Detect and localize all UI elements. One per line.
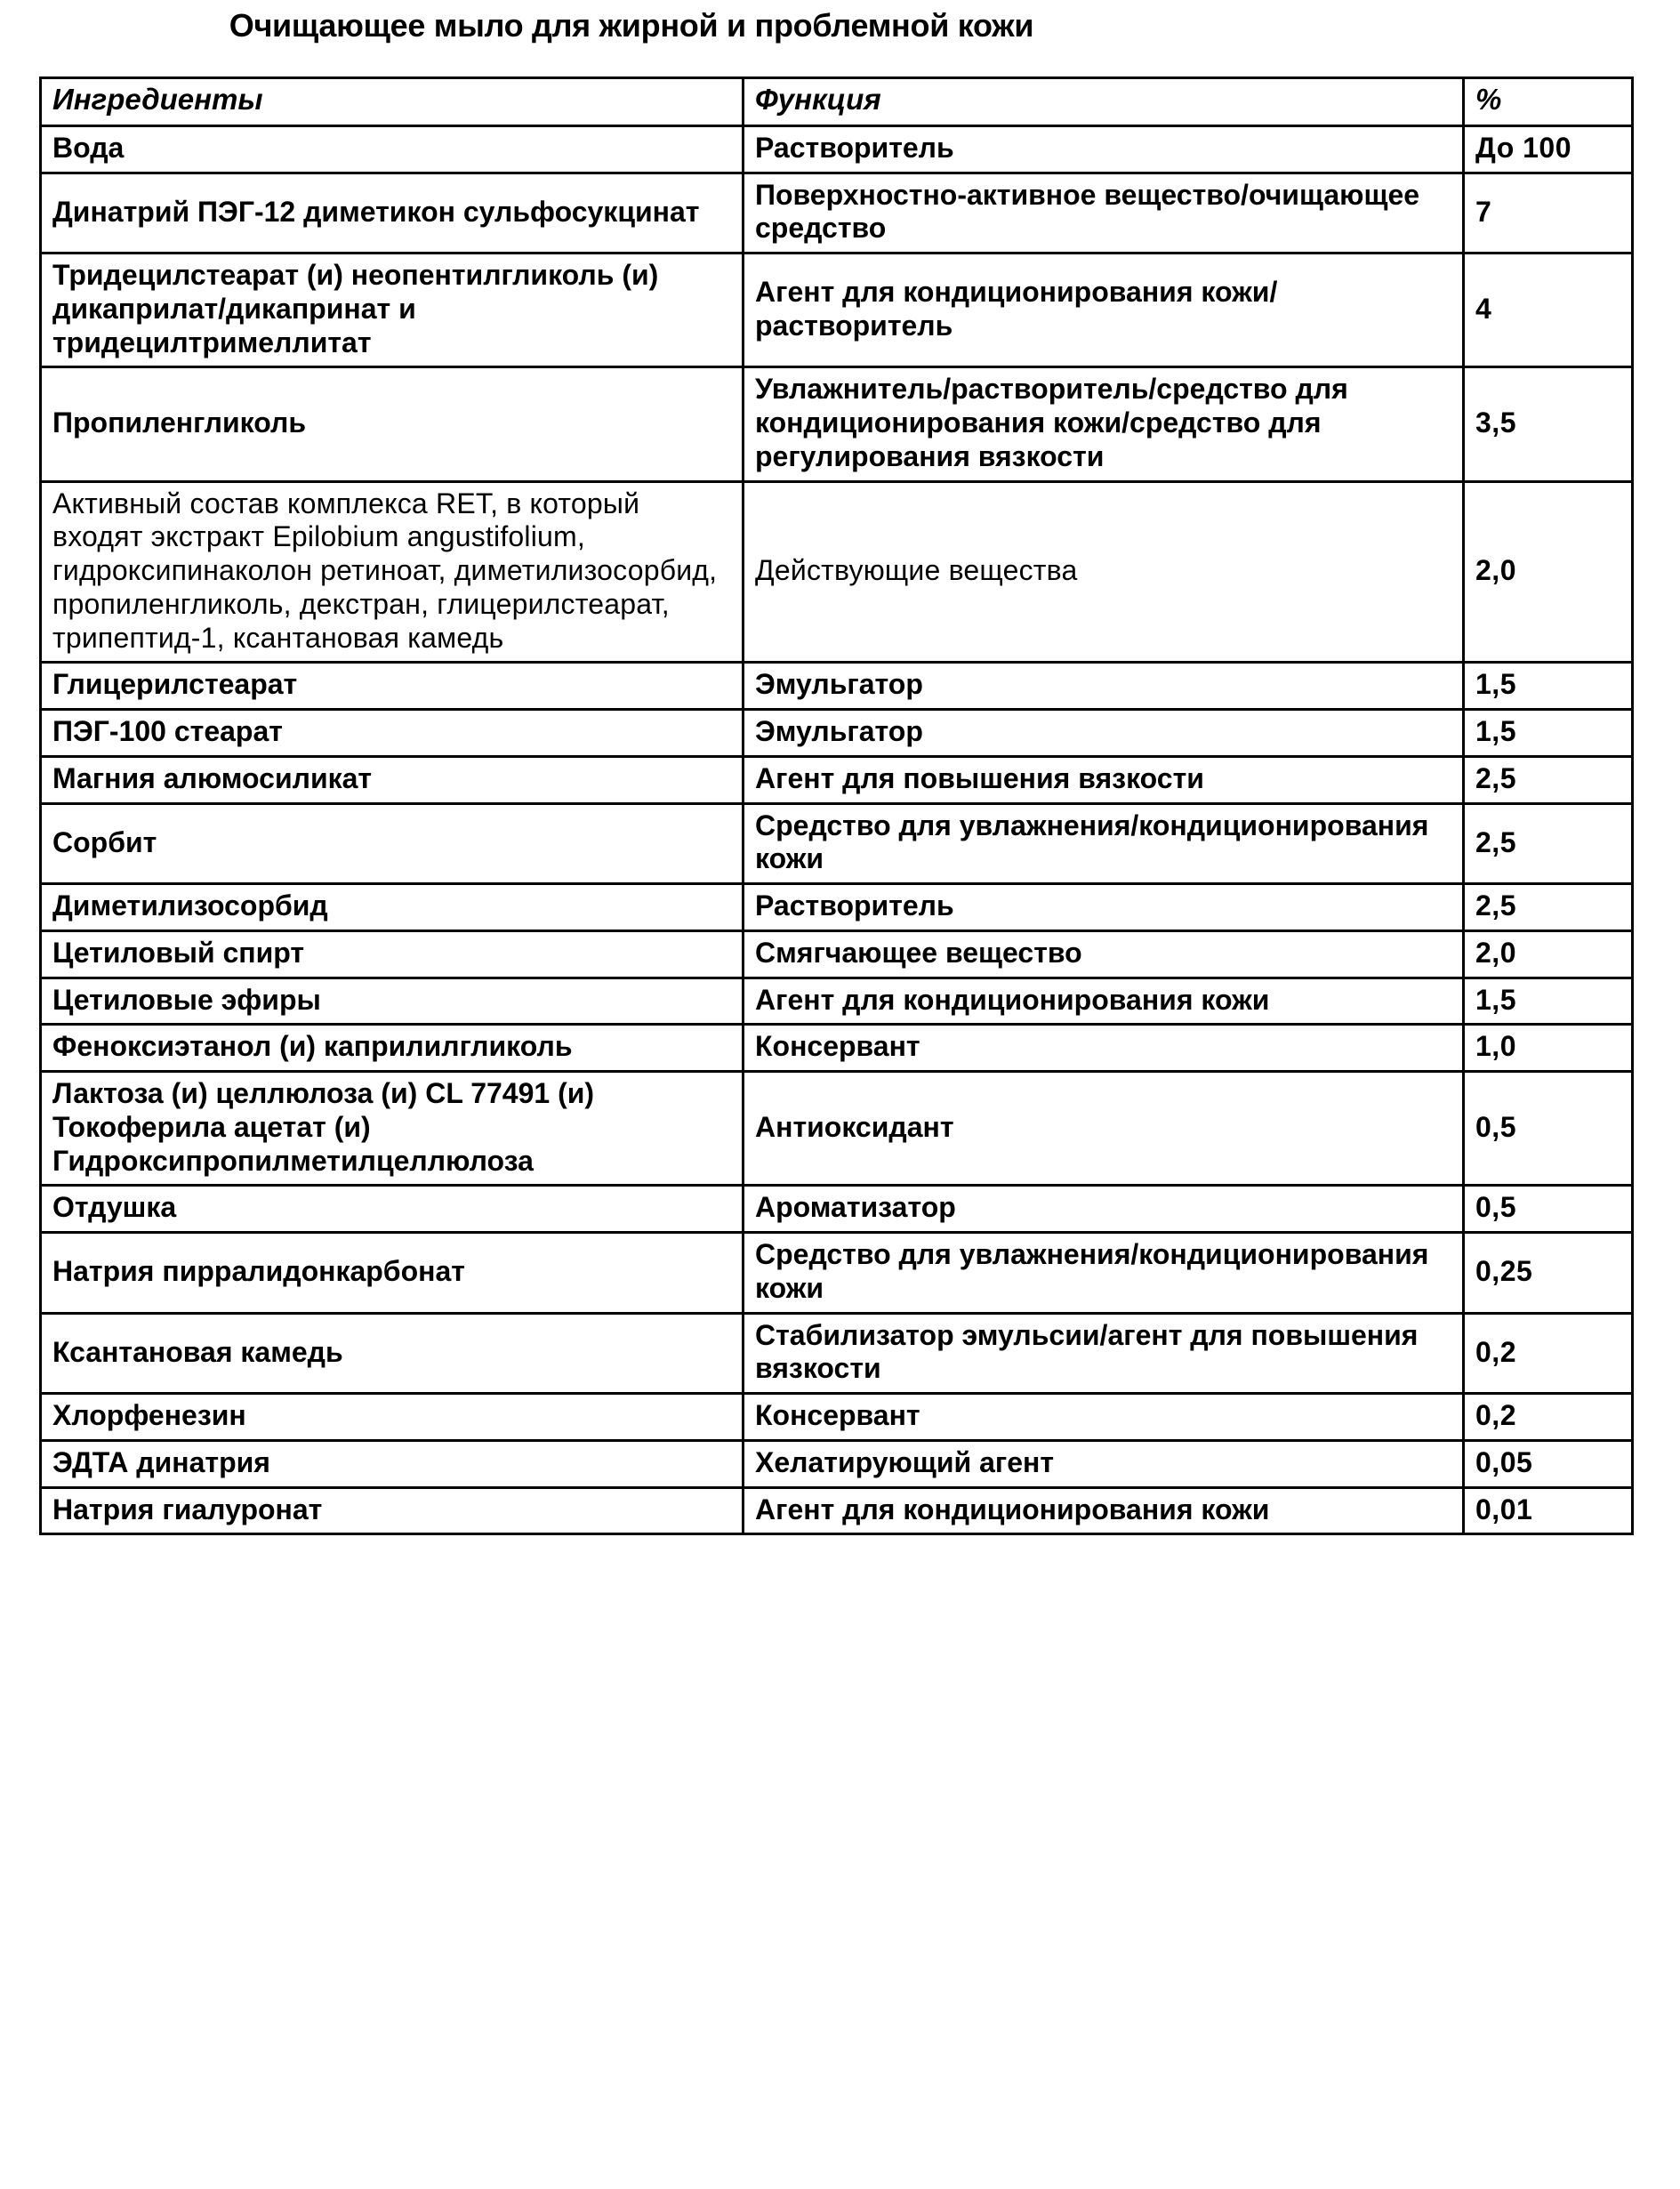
cell-ingredient: Активный состав комплекса RET, в который… (39, 479, 744, 664)
column-header-function: Функция (742, 76, 1465, 127)
cell-ingredient: Диметилизосорбид (39, 882, 744, 932)
cell-percent: 7 (1462, 171, 1634, 255)
cell-ingredient: Сорбит (39, 801, 744, 886)
cell-ingredient: Глицерилстеарат (39, 661, 744, 712)
cell-percent: 3,5 (1462, 366, 1634, 483)
cell-function: Растворитель (742, 124, 1465, 174)
cell-percent: 0,05 (1462, 1438, 1634, 1489)
cell-ingredient: ЭДТА динатрия (39, 1438, 744, 1489)
table-row: Тридецилстеарат (и) неопентилгликоль (и)… (39, 252, 1634, 369)
cell-function: Эмульгатор (742, 661, 1465, 712)
table-row: ЭДТА динатрия Хелатирующий агент 0,05 (39, 1438, 1634, 1489)
cell-ingredient: Пропиленгликоль (39, 366, 744, 483)
table-row: Феноксиэтанол (и) каприлилгликоль Консер… (39, 1023, 1634, 1074)
cell-ingredient: Хлорфенезин (39, 1392, 744, 1442)
cell-function: Агент для повышения вязкости (742, 754, 1465, 805)
cell-function: Растворитель (742, 882, 1465, 932)
table-row: Натрия гиалуронат Агент для кондициониро… (39, 1485, 1634, 1536)
cell-function: Ароматизатор (742, 1184, 1465, 1235)
table-row: Цетиловый спирт Смягчающее вещество 2,0 (39, 929, 1634, 979)
table-header-row: Ингредиенты Функция % (39, 76, 1634, 127)
formulation-table: Ингредиенты Функция % Вода Растворитель … (39, 76, 1634, 1536)
table-header: Ингредиенты Функция % (39, 76, 1634, 127)
column-header-ingredients: Ингредиенты (39, 76, 744, 127)
cell-ingredient: Лактоза (и) целлюлоза (и) CL 77491 (и) Т… (39, 1070, 744, 1187)
cell-percent: 2,5 (1462, 801, 1634, 886)
table-row: Хлорфенезин Консервант 0,2 (39, 1392, 1634, 1442)
cell-percent: 4 (1462, 252, 1634, 369)
cell-function: Эмульгатор (742, 708, 1465, 758)
table-row: Вода Растворитель До 100 (39, 124, 1634, 174)
cell-ingredient: Тридецилстеарат (и) неопентилгликоль (и)… (39, 252, 744, 369)
cell-ingredient: Магния алюмосиликат (39, 754, 744, 805)
page-title: Очищающее мыло для жирной и проблемной к… (229, 7, 1034, 44)
column-header-percent: % (1462, 76, 1634, 127)
cell-ingredient: Натрия гиалуронат (39, 1485, 744, 1536)
cell-function: Средство для увлажнения/кондиционировани… (742, 1231, 1465, 1315)
cell-percent: 0,5 (1462, 1070, 1634, 1187)
table-row: Активный состав комплекса RET, в который… (39, 479, 1634, 664)
table-row: Отдушка Ароматизатор 0,5 (39, 1184, 1634, 1235)
table-row: Ксантановая камедь Стабилизатор эмульсии… (39, 1311, 1634, 1396)
table-row: Глицерилстеарат Эмульгатор 1,5 (39, 661, 1634, 712)
cell-ingredient: Феноксиэтанол (и) каприлилгликоль (39, 1023, 744, 1074)
cell-ingredient: Цетиловый спирт (39, 929, 744, 979)
cell-percent: 2,0 (1462, 479, 1634, 664)
cell-function: Консервант (742, 1023, 1465, 1074)
cell-percent: 0,25 (1462, 1231, 1634, 1315)
cell-ingredient: Цетиловые эфиры (39, 976, 744, 1026)
cell-percent: 2,0 (1462, 929, 1634, 979)
cell-ingredient: Вода (39, 124, 744, 174)
cell-percent: 1,5 (1462, 708, 1634, 758)
cell-function: Увлажнитель/растворитель/средство для ко… (742, 366, 1465, 483)
cell-function: Средство для увлажнения/кондиционировани… (742, 801, 1465, 886)
cell-function: Антиоксидант (742, 1070, 1465, 1187)
cell-percent: 2,5 (1462, 754, 1634, 805)
cell-percent: 2,5 (1462, 882, 1634, 932)
cell-ingredient: Динатрий ПЭГ-12 диметикон сульфосукцинат (39, 171, 744, 255)
cell-percent: 1,0 (1462, 1023, 1634, 1074)
cell-ingredient: Ксантановая камедь (39, 1311, 744, 1396)
cell-ingredient: ПЭГ-100 стеарат (39, 708, 744, 758)
table-row: Сорбит Средство для увлажнения/кондицион… (39, 801, 1634, 886)
table-row: Цетиловые эфиры Агент для кондиционирова… (39, 976, 1634, 1026)
cell-function: Смягчающее вещество (742, 929, 1465, 979)
cell-percent: 0,01 (1462, 1485, 1634, 1536)
formulation-table-container: Ингредиенты Функция % Вода Растворитель … (39, 76, 1634, 1536)
cell-percent: До 100 (1462, 124, 1634, 174)
table-row: Магния алюмосиликат Агент для повышения … (39, 754, 1634, 805)
cell-function: Агент для кондиционирования кожи (742, 1485, 1465, 1536)
table-row: Натрия пирралидонкарбонат Средство для у… (39, 1231, 1634, 1315)
cell-function: Хелатирующий агент (742, 1438, 1465, 1489)
cell-percent: 1,5 (1462, 661, 1634, 712)
cell-percent: 0,5 (1462, 1184, 1634, 1235)
table-body: Вода Растворитель До 100 Динатрий ПЭГ-12… (39, 124, 1634, 1536)
table-row: Динатрий ПЭГ-12 диметикон сульфосукцинат… (39, 171, 1634, 255)
table-row: ПЭГ-100 стеарат Эмульгатор 1,5 (39, 708, 1634, 758)
cell-ingredient: Натрия пирралидонкарбонат (39, 1231, 744, 1315)
cell-percent: 0,2 (1462, 1392, 1634, 1442)
cell-function: Поверхностно-активное вещество/очищающее… (742, 171, 1465, 255)
cell-function: Действующие вещества (742, 479, 1465, 664)
cell-function: Стабилизатор эмульсии/агент для повышени… (742, 1311, 1465, 1396)
cell-ingredient: Отдушка (39, 1184, 744, 1235)
cell-percent: 1,5 (1462, 976, 1634, 1026)
cell-percent: 0,2 (1462, 1311, 1634, 1396)
table-row: Лактоза (и) целлюлоза (и) CL 77491 (и) Т… (39, 1070, 1634, 1187)
cell-function: Агент для кондиционирования кожи (742, 976, 1465, 1026)
cell-function: Консервант (742, 1392, 1465, 1442)
table-row: Пропиленгликоль Увлажнитель/растворитель… (39, 366, 1634, 483)
table-row: Диметилизосорбид Растворитель 2,5 (39, 882, 1634, 932)
cell-function: Агент для кондиционирования кожи/раствор… (742, 252, 1465, 369)
